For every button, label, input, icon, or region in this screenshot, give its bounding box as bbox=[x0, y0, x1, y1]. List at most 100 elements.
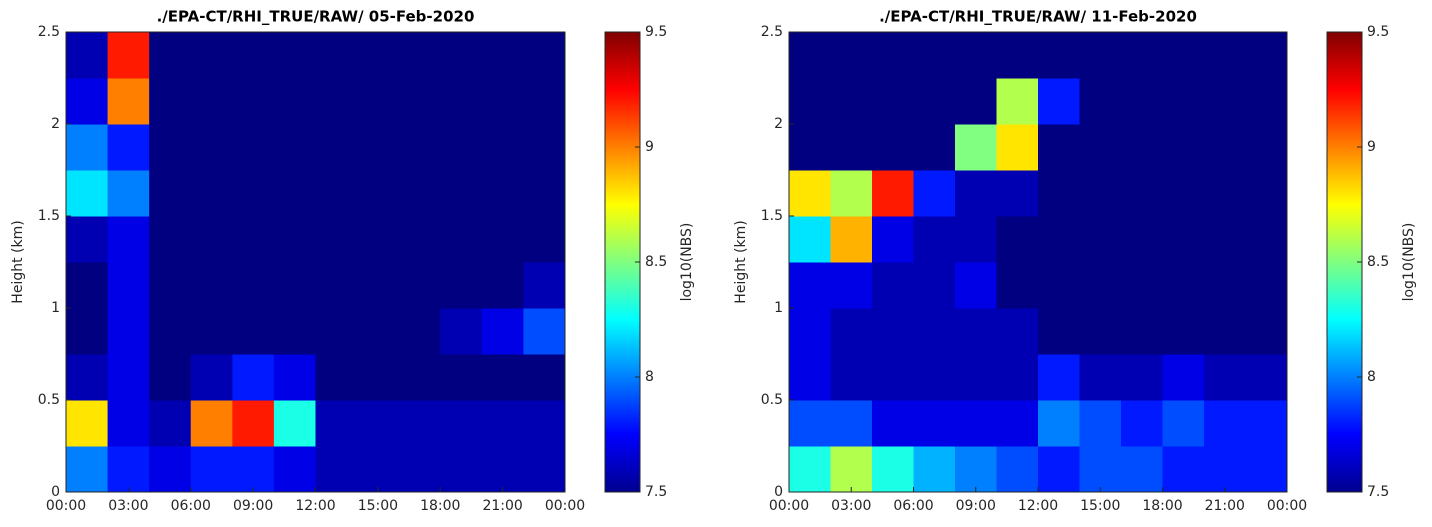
heat-cell bbox=[66, 354, 109, 401]
heat-cell bbox=[996, 170, 1039, 217]
heat-cell bbox=[1204, 170, 1246, 217]
heat-cell bbox=[66, 262, 109, 309]
heat-cell bbox=[190, 124, 233, 171]
heat-cell bbox=[481, 32, 524, 79]
heat-cell bbox=[789, 308, 831, 355]
colorbar-tick-label: 8 bbox=[1367, 369, 1376, 385]
heat-cell bbox=[830, 216, 873, 263]
heat-cell bbox=[523, 78, 566, 125]
heat-cell bbox=[481, 216, 524, 263]
heat-cell bbox=[273, 446, 316, 493]
heat-cell bbox=[315, 124, 358, 171]
heat-cell bbox=[481, 308, 524, 355]
y-axis-label: Height (km) bbox=[733, 220, 749, 303]
y-axis-label: Height (km) bbox=[10, 220, 26, 303]
heat-cell bbox=[66, 78, 109, 125]
y-tick-label: 1 bbox=[51, 300, 60, 316]
heat-cell bbox=[1245, 262, 1288, 309]
colorbar-label: log10(NBS) bbox=[1401, 223, 1417, 302]
heat-cell bbox=[913, 400, 956, 447]
heat-cell bbox=[232, 216, 275, 263]
heat-cell bbox=[190, 446, 233, 493]
heat-cell bbox=[398, 262, 441, 309]
heat-cell bbox=[357, 216, 400, 263]
x-tick-label: 15:00 bbox=[358, 498, 398, 514]
heat-cell bbox=[1162, 400, 1205, 447]
heat-cell bbox=[955, 32, 997, 79]
heat-cell bbox=[66, 308, 109, 355]
heat-cell bbox=[273, 354, 316, 401]
heat-cell bbox=[996, 262, 1039, 309]
heat-cell bbox=[1079, 308, 1122, 355]
heat-cell bbox=[190, 262, 233, 309]
heat-cell bbox=[1121, 78, 1163, 125]
heat-cell bbox=[357, 446, 400, 493]
heat-cell bbox=[190, 170, 233, 217]
heat-cell bbox=[232, 78, 275, 125]
heat-cell bbox=[273, 308, 316, 355]
heat-cell bbox=[955, 262, 997, 309]
heat-cell bbox=[955, 124, 997, 171]
heat-cell bbox=[107, 170, 150, 217]
x-tick-label: 03:00 bbox=[108, 498, 148, 514]
heat-cell bbox=[955, 308, 997, 355]
heat-cell bbox=[872, 354, 914, 401]
heat-cell bbox=[789, 400, 831, 447]
heat-cell bbox=[1204, 400, 1246, 447]
heat-cell bbox=[1079, 400, 1122, 447]
heat-cell bbox=[1204, 216, 1246, 263]
heat-cell bbox=[1162, 170, 1205, 217]
heat-cell bbox=[440, 216, 483, 263]
heat-cell bbox=[1079, 124, 1122, 171]
heat-cell bbox=[107, 216, 150, 263]
heat-cell bbox=[789, 216, 831, 263]
heat-cell bbox=[872, 262, 914, 309]
heat-cell bbox=[190, 400, 233, 447]
heat-cell bbox=[481, 400, 524, 447]
heat-cell bbox=[830, 400, 873, 447]
heat-cell bbox=[523, 400, 566, 447]
heat-cell bbox=[523, 216, 566, 263]
colorbar-tick-label: 8 bbox=[645, 369, 654, 385]
heat-cell bbox=[1204, 78, 1246, 125]
heat-cell bbox=[1121, 262, 1163, 309]
heat-cell bbox=[1079, 170, 1122, 217]
colorbar-tick-label: 9 bbox=[645, 139, 654, 155]
heat-cell bbox=[357, 262, 400, 309]
heat-cell bbox=[107, 400, 150, 447]
heat-cell bbox=[481, 354, 524, 401]
heat-cell bbox=[273, 216, 316, 263]
x-tick-label: 21:00 bbox=[482, 498, 522, 514]
heat-cell bbox=[1204, 32, 1246, 79]
heat-cell bbox=[789, 446, 831, 493]
heat-cell bbox=[789, 354, 831, 401]
heat-cell bbox=[107, 78, 150, 125]
heat-cell bbox=[523, 446, 566, 493]
y-tick-label: 1.5 bbox=[761, 208, 783, 224]
heat-cell bbox=[830, 446, 873, 493]
heat-cell bbox=[1121, 308, 1163, 355]
heat-cell bbox=[232, 262, 275, 309]
heat-cell bbox=[190, 32, 233, 79]
heat-cell bbox=[996, 446, 1039, 493]
heat-cell bbox=[149, 354, 192, 401]
heat-cell bbox=[996, 308, 1039, 355]
heat-cell bbox=[232, 446, 275, 493]
heat-cell bbox=[440, 262, 483, 309]
heat-cell bbox=[955, 216, 997, 263]
heat-cell bbox=[789, 262, 831, 309]
heat-cell bbox=[913, 170, 956, 217]
heat-cell bbox=[996, 32, 1039, 79]
heat-cell bbox=[996, 400, 1039, 447]
heat-cell bbox=[913, 354, 956, 401]
heat-cell bbox=[232, 170, 275, 217]
heat-cell bbox=[149, 124, 192, 171]
heat-cell bbox=[357, 308, 400, 355]
heat-cell bbox=[1162, 308, 1205, 355]
heat-cell bbox=[107, 446, 150, 493]
y-tick-label: 2.5 bbox=[761, 24, 783, 40]
heat-cell bbox=[273, 400, 316, 447]
heat-cell bbox=[66, 124, 109, 171]
heat-cell bbox=[315, 400, 358, 447]
